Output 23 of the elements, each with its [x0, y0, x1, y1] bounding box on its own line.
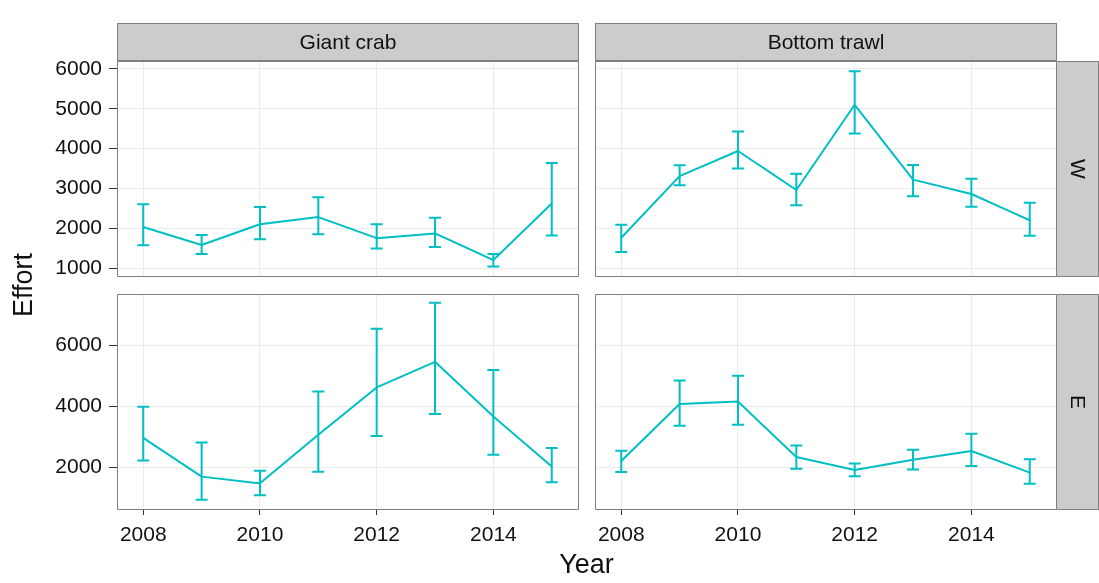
x-tick-label: 2012	[831, 522, 879, 546]
x-tick-label: 2012	[353, 522, 401, 546]
x-tick-label: 2014	[948, 522, 996, 546]
y-tick-label: 6000	[55, 331, 102, 355]
y-tick-label: 1000	[55, 254, 102, 278]
y-tick-label: 4000	[55, 392, 102, 416]
y-tick-label: 6000	[55, 55, 102, 79]
x-tick-label: 2010	[236, 522, 284, 546]
x-tick-label: 2008	[119, 522, 167, 546]
y-tick-label: 3000	[55, 175, 102, 199]
y2-axis-title: E	[1066, 394, 1090, 409]
x-tick-label: 2010	[714, 522, 762, 546]
y-tick-label: 2000	[55, 215, 102, 239]
y-tick-label: 2000	[55, 453, 102, 477]
y-tick-label: 5000	[55, 95, 102, 119]
y-axis-title: Effort	[7, 252, 39, 318]
x-tick-label: 2014	[470, 522, 518, 546]
y-tick-label: 4000	[55, 135, 102, 159]
x-axis-title: Year	[559, 549, 614, 579]
chart-title: Bottom trawl	[767, 30, 885, 54]
x-tick-label: 2008	[597, 522, 645, 546]
chart-title: Giant crab	[299, 30, 397, 54]
y2-axis-title: W	[1066, 159, 1090, 179]
